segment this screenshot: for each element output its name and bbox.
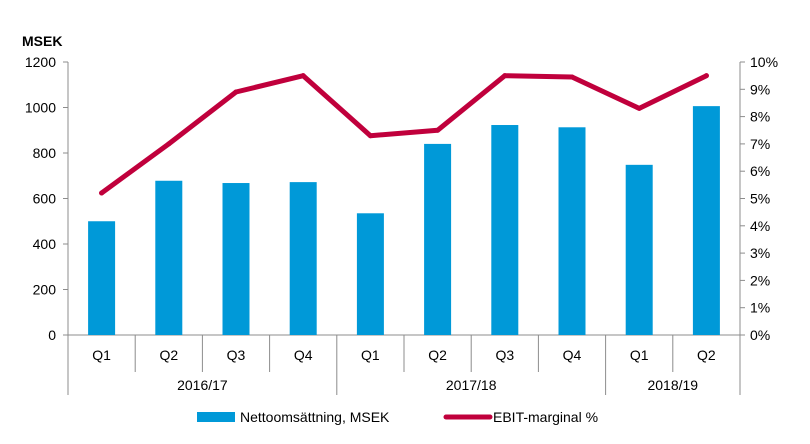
x-axis-group-label: 2017/18 [446, 377, 497, 393]
bar [222, 183, 250, 335]
y-axis-right-tick-label: 10% [750, 54, 778, 70]
x-axis-category-label: Q3 [495, 347, 514, 363]
line-series [99, 73, 709, 196]
y-axis-left-tick-label: 600 [33, 191, 57, 207]
line-point [569, 74, 575, 80]
x-axis-category-label: Q3 [227, 347, 246, 363]
y-axis-right-tick-label: 3% [750, 245, 770, 261]
bar [356, 213, 384, 335]
legend-label-line: EBIT-marginal % [493, 409, 598, 425]
y-axis-right-tick-label: 4% [750, 218, 770, 234]
x-axis-group-label: 2018/19 [647, 377, 698, 393]
y-axis-right-tick-label: 2% [750, 272, 770, 288]
y-axis-right-tick-label: 0% [750, 327, 770, 343]
bar [491, 125, 519, 335]
x-axis-category-label: Q1 [361, 347, 380, 363]
y-axis-left-tick-label: 1000 [25, 100, 56, 116]
y-axis-right-tick-label: 6% [750, 163, 770, 179]
x-axis-category-label: Q1 [92, 347, 111, 363]
ebit-margin-line [99, 73, 709, 196]
legend-swatch-bar [197, 412, 235, 422]
y-axis-right-tick-label: 1% [750, 300, 770, 316]
y-axis-right-tick-label: 7% [750, 136, 770, 152]
legend-label-bar: Nettoomsättning, MSEK [240, 409, 390, 425]
bar [88, 221, 116, 335]
legend: Nettoomsättning, MSEK EBIT-marginal % [197, 409, 598, 425]
bar [692, 106, 720, 335]
x-axis-category-label: Q2 [428, 347, 447, 363]
bar [625, 164, 653, 335]
bar [155, 180, 183, 335]
line-point [300, 73, 306, 79]
y-axis-left-tick-label: 0 [48, 327, 56, 343]
line-point [703, 73, 709, 79]
x-axis-category-label: Q2 [697, 347, 716, 363]
line-point [166, 141, 172, 147]
x-axis-group-label: 2016/17 [177, 377, 228, 393]
x-axis-category-label: Q4 [563, 347, 582, 363]
x-axis-category-label: Q2 [159, 347, 178, 363]
line-point [233, 89, 239, 95]
y-axis-right-tick-label: 9% [750, 81, 770, 97]
line-point [367, 133, 373, 139]
y-axis-left-tick-label: 800 [33, 145, 57, 161]
y-axis-left-tick-label: 200 [33, 282, 57, 298]
bar [558, 127, 586, 335]
bar [424, 143, 452, 335]
y-axis-unit-label: MSEK [22, 33, 62, 49]
y-axis-left-tick-label: 1200 [25, 54, 56, 70]
axes: 0 200 400 600 800 1000 1200 0% 1% 2% 3% 4% 5% 6% 7% 8% 9… [25, 54, 778, 395]
x-axis-category-label: Q1 [630, 347, 649, 363]
bar [289, 182, 317, 335]
y-axis-right-tick-label: 8% [750, 109, 770, 125]
y-axis-left-tick-label: 400 [33, 236, 57, 252]
x-axis-category-label: Q4 [294, 347, 313, 363]
line-point [636, 105, 642, 111]
line-point [502, 73, 508, 79]
line-point [99, 190, 105, 196]
bar-series [88, 106, 720, 335]
line-point [435, 127, 441, 133]
y-axis-right-tick-label: 5% [750, 191, 770, 207]
